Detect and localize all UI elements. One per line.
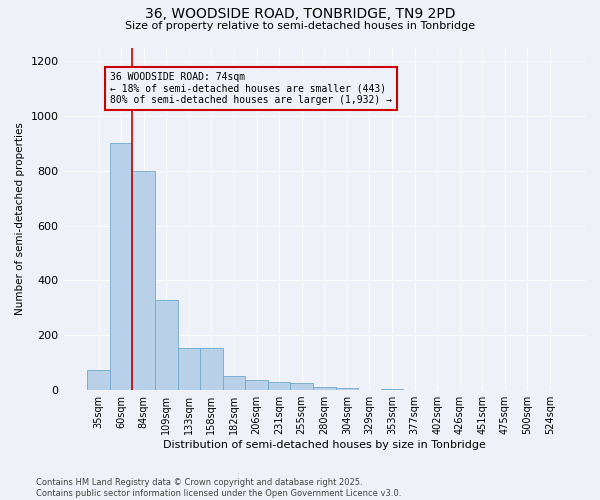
Text: Contains HM Land Registry data © Crown copyright and database right 2025.
Contai: Contains HM Land Registry data © Crown c…: [36, 478, 401, 498]
Bar: [200, 348, 223, 390]
Y-axis label: Number of semi-detached properties: Number of semi-detached properties: [15, 122, 25, 315]
Bar: [381, 388, 403, 390]
Bar: [155, 300, 178, 390]
Bar: [223, 376, 245, 390]
Text: Size of property relative to semi-detached houses in Tonbridge: Size of property relative to semi-detach…: [125, 21, 475, 31]
Bar: [178, 348, 200, 390]
Text: 36, WOODSIDE ROAD, TONBRIDGE, TN9 2PD: 36, WOODSIDE ROAD, TONBRIDGE, TN9 2PD: [145, 8, 455, 22]
Text: 36 WOODSIDE ROAD: 74sqm
← 18% of semi-detached houses are smaller (443)
80% of s: 36 WOODSIDE ROAD: 74sqm ← 18% of semi-de…: [110, 72, 392, 106]
Bar: [133, 171, 155, 390]
Bar: [313, 388, 335, 390]
Bar: [87, 370, 110, 390]
Bar: [268, 382, 290, 390]
Bar: [110, 144, 133, 390]
Bar: [335, 388, 358, 390]
Bar: [290, 383, 313, 390]
Bar: [245, 380, 268, 390]
X-axis label: Distribution of semi-detached houses by size in Tonbridge: Distribution of semi-detached houses by …: [163, 440, 486, 450]
